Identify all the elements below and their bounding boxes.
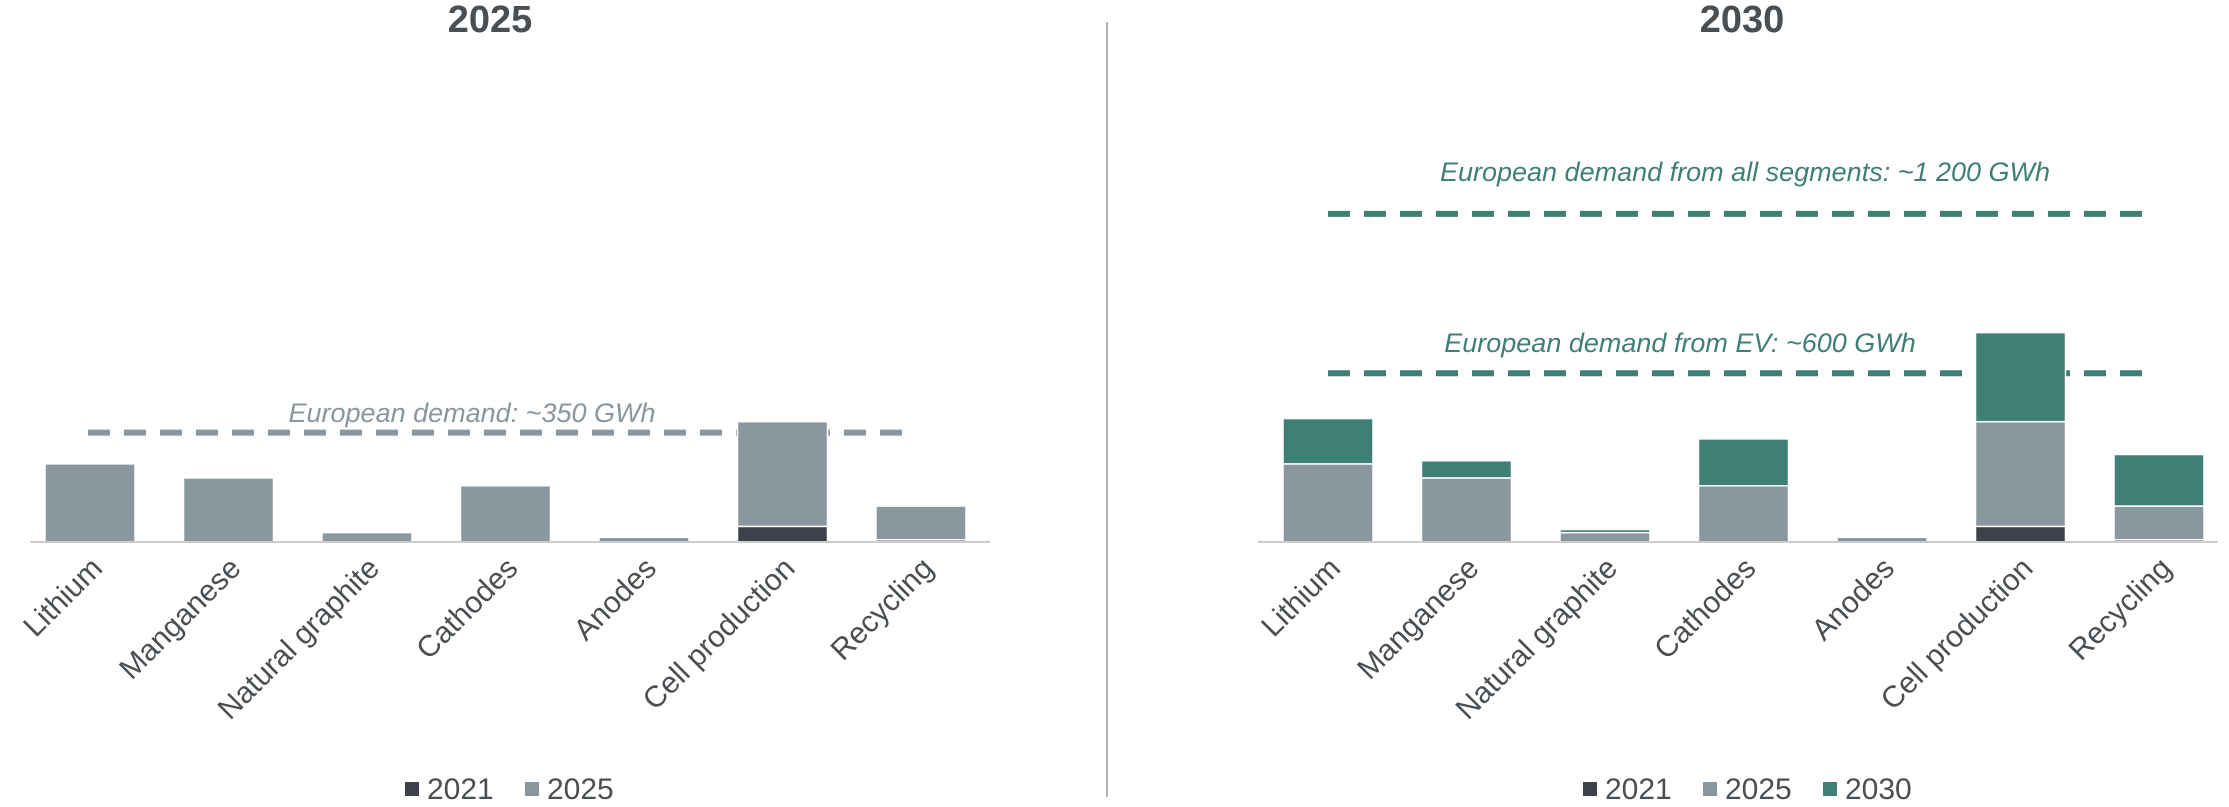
legend-label: 2030 bbox=[1845, 773, 1912, 806]
category-label: Lithium bbox=[17, 552, 109, 644]
bar-2025-recycling bbox=[875, 505, 967, 541]
legend-swatch bbox=[1823, 782, 1837, 796]
bar-2030-manganese bbox=[1420, 460, 1513, 479]
chart-2025: 2025 European demand: ~350 GWh Lithium Mang… bbox=[17, 0, 990, 806]
bar-2025-lithium bbox=[44, 463, 136, 543]
bar-2025-natural-graphite bbox=[1559, 531, 1651, 543]
bar-2025-cathodes bbox=[459, 485, 552, 543]
legend-label: 2021 bbox=[1605, 773, 1672, 806]
bar-2025-manganese bbox=[182, 477, 275, 543]
legend-label: 2021 bbox=[427, 773, 494, 806]
bar-2030-cathodes bbox=[1697, 438, 1790, 487]
category-label: Manganese bbox=[1351, 552, 1485, 686]
bar-2025-cell-production bbox=[1974, 420, 2067, 528]
reference-label: European demand from EV: ~600 GWh bbox=[1444, 328, 1916, 358]
reference-label: European demand: ~350 GWh bbox=[289, 398, 656, 428]
category-label: Lithium bbox=[1255, 552, 1347, 644]
bar-2030-lithium bbox=[1282, 417, 1374, 465]
category-label: Anodes bbox=[1806, 552, 1901, 647]
category-label: Anodes bbox=[568, 552, 663, 647]
bar-2025-recycling bbox=[2113, 505, 2205, 541]
bar-2025-cathodes bbox=[1697, 485, 1790, 543]
bar-2025-natural-graphite bbox=[321, 531, 413, 543]
chart-title: 2030 bbox=[1700, 0, 1785, 41]
bar-2021-cell-production bbox=[736, 525, 829, 543]
bar-2025-cell-production bbox=[736, 420, 829, 528]
bar-2025-lithium bbox=[1282, 463, 1374, 543]
category-label: Manganese bbox=[113, 552, 247, 686]
legend-swatch bbox=[405, 782, 419, 796]
bar-2030-recycling bbox=[2113, 453, 2205, 507]
category-label: Recycling bbox=[825, 552, 940, 667]
legend-label: 2025 bbox=[1725, 773, 1792, 806]
category-label: Cathodes bbox=[1648, 552, 1762, 666]
legend-label: 2025 bbox=[547, 773, 614, 806]
category-label: Cathodes bbox=[410, 552, 524, 666]
legend-swatch bbox=[1703, 782, 1717, 796]
legend-swatch bbox=[1583, 782, 1597, 796]
reference-label: European demand from all segments: ~1 20… bbox=[1440, 157, 2050, 187]
legend-swatch bbox=[525, 782, 539, 796]
bar-2030-cell-production bbox=[1974, 331, 2067, 423]
bar-2030-natural-graphite bbox=[1559, 528, 1651, 534]
bar-2021-cell-production bbox=[1974, 525, 2067, 543]
bar-2025-manganese bbox=[1420, 477, 1513, 543]
chart-2030: 2030 European demand from EV: ~600 GWh Eur… bbox=[1255, 0, 2218, 806]
category-label: Recycling bbox=[2063, 552, 2178, 667]
chart-title: 2025 bbox=[448, 0, 533, 41]
